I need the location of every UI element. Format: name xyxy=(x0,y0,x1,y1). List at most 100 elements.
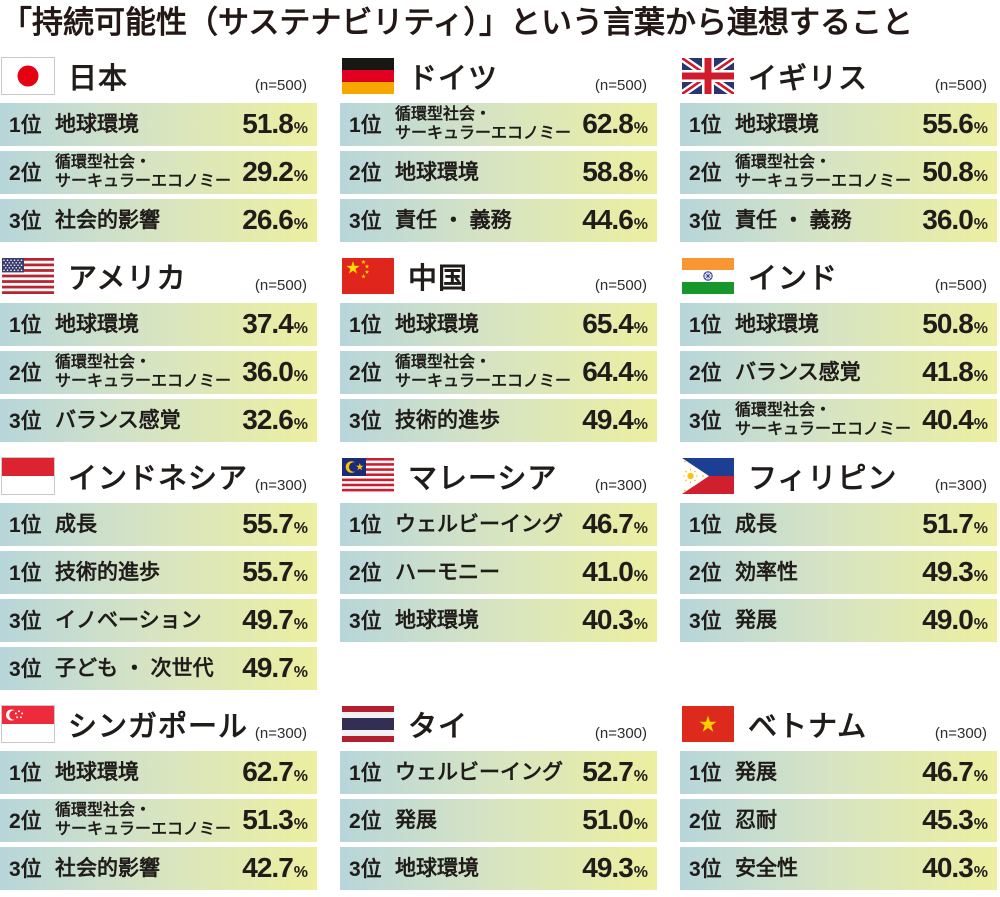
sample-size: (n=300) xyxy=(934,476,987,494)
sample-size: (n=300) xyxy=(934,724,987,742)
percent-value: 51.0 % xyxy=(578,804,648,836)
percent-sign: % xyxy=(633,416,648,434)
percent-number: 32.6 xyxy=(242,404,293,436)
percent-number: 49.7 xyxy=(242,652,293,684)
rank-label: 3位 xyxy=(9,610,42,634)
panel-header: 日本 (n=500) xyxy=(0,56,317,96)
ranking-row: 3位 責任 ・ 義務 36.0 % xyxy=(680,198,997,242)
percent-sign: % xyxy=(633,768,648,786)
ranking-row: 1位 地球環境 62.7 % xyxy=(0,750,317,794)
percent-number: 52.7 xyxy=(582,756,633,788)
rank-label: 1位 xyxy=(9,514,42,538)
rank-label: 1位 xyxy=(689,114,722,138)
japan-flag-icon xyxy=(1,56,55,95)
percent-sign: % xyxy=(973,416,988,434)
rank-label: 1位 xyxy=(9,114,42,138)
item-label: 地球環境 xyxy=(395,312,479,336)
ranking-row: 2位 循環型社会・ サーキュラーエコノミー 29.2 % xyxy=(0,150,317,194)
percent-number: 26.6 xyxy=(242,204,293,236)
ranking-row: 1位 技術的進歩 55.7 % xyxy=(0,550,317,594)
percent-value: 50.8 % xyxy=(918,308,988,340)
percent-sign: % xyxy=(973,768,988,786)
percent-value: 42.7 % xyxy=(238,852,308,884)
rank-label: 3位 xyxy=(689,610,722,634)
item-label: 技術的進歩 xyxy=(395,408,500,432)
ranking-row: 1位 成長 55.7 % xyxy=(0,502,317,546)
ranking-row: 3位 地球環境 40.3 % xyxy=(340,598,657,642)
percent-value: 51.8 % xyxy=(238,108,308,140)
country-name: 中国 xyxy=(408,262,469,295)
percent-sign: % xyxy=(293,120,308,138)
ranking-row: 1位 地球環境 65.4 % xyxy=(340,302,657,346)
country-name: インド xyxy=(748,262,839,295)
sample-size: (n=500) xyxy=(254,76,307,94)
percent-value: 64.4 % xyxy=(578,356,648,388)
percent-value: 29.2 % xyxy=(238,156,308,188)
panel-header: インドネシア (n=300) xyxy=(0,456,317,496)
percent-value: 50.8 % xyxy=(918,156,988,188)
item-label: 安全性 xyxy=(735,856,798,880)
item-label: 循環型社会・ サーキュラーエコノミー xyxy=(735,401,912,439)
rank-label: 2位 xyxy=(349,562,382,586)
vietnam-flag-icon xyxy=(682,705,734,742)
item-label: 地球環境 xyxy=(55,760,139,784)
percent-sign: % xyxy=(973,568,988,586)
item-label: イノベーション xyxy=(55,608,202,632)
percent-sign: % xyxy=(973,368,988,386)
percent-value: 41.0 % xyxy=(578,556,648,588)
percent-value: 45.3 % xyxy=(918,804,988,836)
rank-label: 3位 xyxy=(9,658,42,682)
percent-number: 51.0 xyxy=(582,804,633,836)
item-label: ウェルビーイング xyxy=(395,760,563,784)
item-label: 循環型社会・ サーキュラーエコノミー xyxy=(735,153,912,191)
percent-value: 49.7 % xyxy=(238,604,308,636)
country-panel: ベトナム (n=300) 1位 発展 46.7 % 2位 忍耐 45.3 % 3… xyxy=(680,704,997,890)
percent-number: 40.4 xyxy=(922,404,973,436)
rank-label: 2位 xyxy=(9,362,42,386)
item-label: 地球環境 xyxy=(55,312,139,336)
percent-sign: % xyxy=(973,864,988,882)
ranking-row: 2位 循環型社会・ サーキュラーエコノミー 51.3 % xyxy=(0,798,317,842)
percent-value: 46.7 % xyxy=(918,756,988,788)
ranking-row: 2位 効率性 49.3 % xyxy=(680,550,997,594)
percent-sign: % xyxy=(633,216,648,234)
rank-label: 2位 xyxy=(349,362,382,386)
rank-label: 2位 xyxy=(9,162,42,186)
percent-value: 55.7 % xyxy=(238,556,308,588)
ranking-row: 3位 バランス感覚 32.6 % xyxy=(0,398,317,442)
item-label: 地球環境 xyxy=(735,312,819,336)
ranking-row: 2位 バランス感覚 41.8 % xyxy=(680,350,997,394)
item-label: 地球環境 xyxy=(395,856,479,880)
item-label: 成長 xyxy=(735,512,777,536)
percent-number: 49.7 xyxy=(242,604,293,636)
item-label: 発展 xyxy=(735,760,777,784)
rank-label: 2位 xyxy=(689,810,722,834)
rank-label: 3位 xyxy=(349,858,382,882)
rank-label: 1位 xyxy=(349,314,382,338)
panel-header: マレーシア (n=300) xyxy=(340,456,657,496)
percent-number: 49.3 xyxy=(922,556,973,588)
percent-value: 36.0 % xyxy=(238,356,308,388)
percent-number: 62.8 xyxy=(582,108,633,140)
rank-label: 1位 xyxy=(689,314,722,338)
philippines-flag-icon xyxy=(682,457,734,494)
percent-number: 45.3 xyxy=(922,804,973,836)
percent-value: 51.3 % xyxy=(238,804,308,836)
country-name: アメリカ xyxy=(68,262,187,295)
percent-sign: % xyxy=(293,664,308,682)
percent-sign: % xyxy=(973,816,988,834)
rank-label: 3位 xyxy=(349,610,382,634)
rank-label: 2位 xyxy=(349,810,382,834)
country-name: ベトナム xyxy=(748,710,868,743)
percent-sign: % xyxy=(633,616,648,634)
country-name: タイ xyxy=(408,710,469,743)
percent-value: 36.0 % xyxy=(918,204,988,236)
ranking-row: 3位 発展 49.0 % xyxy=(680,598,997,642)
ranking-list: 1位 ウェルビーイング 52.7 % 2位 発展 51.0 % 3位 地球環境 … xyxy=(340,750,657,890)
ranking-row: 3位 技術的進歩 49.4 % xyxy=(340,398,657,442)
sample-size: (n=300) xyxy=(594,476,647,494)
ranking-row: 2位 循環型社会・ サーキュラーエコノミー 64.4 % xyxy=(340,350,657,394)
percent-sign: % xyxy=(973,616,988,634)
item-label: 循環型社会・ サーキュラーエコノミー xyxy=(55,801,232,839)
item-label: 社会的影響 xyxy=(55,856,160,880)
